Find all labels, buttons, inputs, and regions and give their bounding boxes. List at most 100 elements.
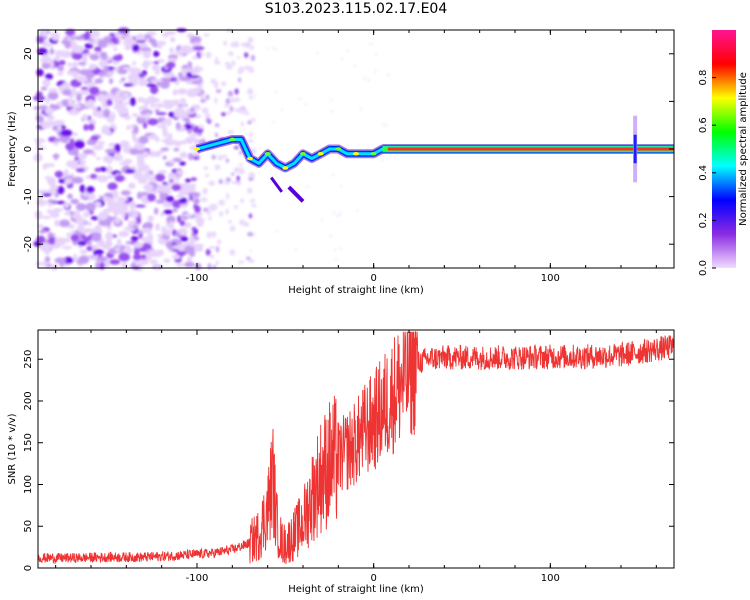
noise-blob [89, 106, 99, 110]
noise-blob [60, 129, 72, 137]
noise-blob [97, 175, 109, 183]
noise-blob [162, 182, 169, 186]
noise-blob [136, 97, 146, 103]
noise-blob [156, 81, 162, 87]
noise-blob [81, 114, 89, 122]
noise-blob [82, 149, 94, 155]
noise-blob [118, 66, 124, 70]
noise-blob [191, 226, 197, 232]
noise-blob [105, 231, 114, 241]
snr-x-tick-label: -100 [186, 573, 209, 584]
noise-blob [162, 33, 169, 38]
noise-blob [185, 118, 190, 125]
noise-blob [209, 254, 215, 259]
noise-blob [227, 129, 234, 135]
noise-blob [135, 40, 147, 44]
noise-blob [106, 165, 113, 175]
noise-blob [113, 47, 118, 52]
noise-blob [64, 201, 70, 209]
noise-blob [248, 45, 255, 51]
noise-blob [75, 167, 86, 173]
noise-blob [157, 58, 165, 63]
noise-blob [34, 210, 43, 220]
noise-blob [94, 46, 102, 53]
noise-blob [189, 250, 196, 257]
tone-hotspot [194, 147, 200, 151]
noise-blob [160, 147, 170, 152]
noise-blob [42, 193, 52, 197]
noise-blob [112, 55, 123, 62]
noise-blob [88, 123, 95, 131]
noise-blob [254, 94, 257, 97]
noise-blob [169, 47, 175, 54]
noise-blob [128, 182, 136, 190]
noise-blob [359, 107, 362, 111]
noise-blob [86, 246, 93, 252]
noise-blob [129, 148, 139, 155]
noise-blob [191, 132, 200, 137]
noise-blob [194, 263, 202, 270]
noise-blob [110, 37, 119, 42]
colorbar-ticks: 0.0 0.2 0.4 0.6 0.8 [698, 70, 716, 276]
noise-blob [153, 103, 164, 108]
noise-blob [80, 86, 90, 90]
snr-frame [37, 329, 675, 569]
noise-blob [240, 42, 245, 47]
tone-side-streak [287, 185, 305, 203]
noise-blob [165, 195, 175, 203]
noise-blob [106, 43, 116, 47]
noise-blob [335, 214, 338, 217]
noise-blob [48, 236, 57, 245]
noise-blob [214, 164, 221, 171]
noise-blob [120, 64, 131, 68]
tone-hotspot [335, 147, 342, 151]
noise-blob [72, 253, 78, 262]
noise-blob [239, 167, 245, 175]
spectrogram-y-tick-label: -10 [23, 188, 34, 204]
noise-blob [200, 50, 204, 57]
noise-blob [384, 123, 388, 126]
snr-y-tick-label: 100 [23, 475, 34, 494]
noise-blob [248, 172, 255, 179]
noise-blob [104, 65, 109, 74]
noise-blob [213, 81, 219, 89]
noise-blob [76, 153, 88, 158]
noise-blob [243, 109, 247, 114]
noise-blob [298, 97, 301, 100]
noise-blob [205, 51, 212, 59]
snr-y-axis-label: SNR (10 * v/v) [7, 413, 18, 484]
snr-y-tick-label: 250 [23, 350, 34, 369]
noise-blob [155, 136, 160, 143]
noise-blob [109, 259, 121, 265]
noise-blob [207, 262, 212, 270]
noise-blob [87, 240, 92, 246]
snr-y-tick-label: 0 [23, 565, 34, 571]
noise-blob [366, 146, 370, 149]
noise-blob [163, 258, 171, 263]
noise-blob [233, 205, 239, 209]
noise-blob [139, 47, 152, 51]
noise-blob [118, 230, 130, 238]
noise-blob [140, 259, 150, 265]
noise-blob [274, 90, 278, 94]
noise-blob [49, 47, 54, 55]
noise-blob [162, 99, 174, 104]
noise-blob [172, 208, 178, 213]
noise-blob [227, 90, 234, 97]
snr-x-tick-label: 100 [541, 573, 560, 584]
noise-blob [99, 51, 105, 60]
noise-blob [51, 31, 60, 41]
noise-blob [153, 61, 160, 65]
noise-blob [224, 61, 231, 67]
noise-blob [79, 184, 86, 193]
noise-blob [214, 97, 218, 104]
noise-blob [274, 48, 278, 52]
noise-blob [330, 110, 334, 113]
noise-blob [145, 112, 151, 118]
noise-blob [95, 156, 101, 161]
noise-blob [169, 77, 178, 82]
noise-blob [158, 170, 167, 175]
noise-blob [147, 118, 159, 126]
noise-blob [62, 245, 73, 250]
